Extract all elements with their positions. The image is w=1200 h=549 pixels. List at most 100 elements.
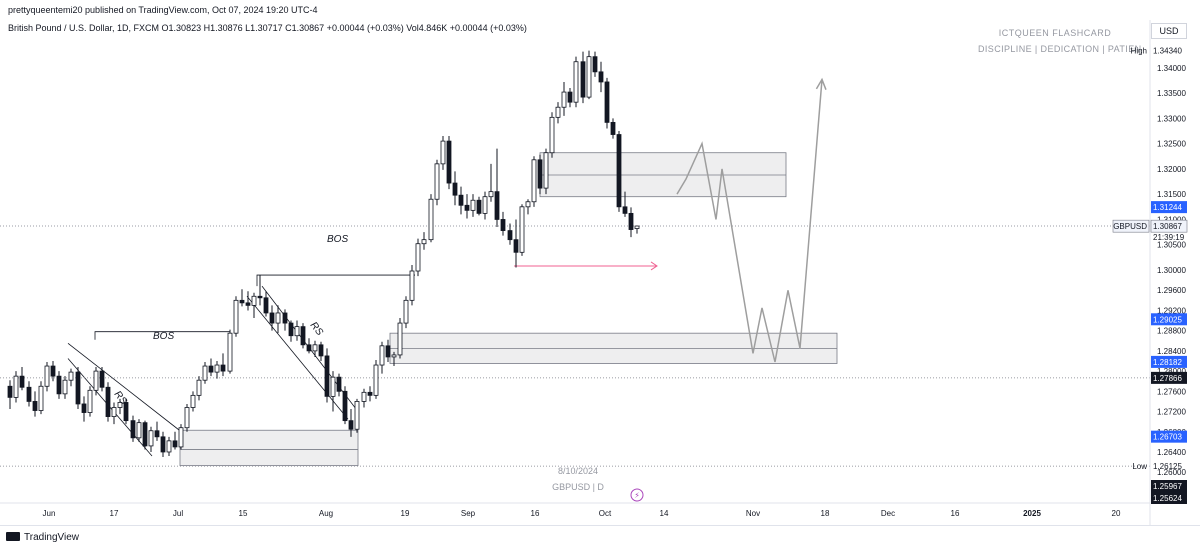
- candle: [428, 194, 434, 243]
- x-tick-label: Oct: [599, 509, 612, 518]
- price-tag-bg: [1151, 313, 1187, 326]
- price-chart[interactable]: BOS BOS RS RS ICTQUEEN FLASHCARD DISCIPL…: [0, 0, 1200, 525]
- currency-button[interactable]: USD: [1151, 23, 1187, 39]
- candle: [26, 381, 32, 407]
- candle: [324, 348, 330, 403]
- candle: [336, 373, 342, 397]
- bos-label-2: BOS: [327, 234, 348, 245]
- candle: [160, 431, 166, 458]
- projection-arrowhead: [815, 77, 827, 90]
- candle-body-up: [330, 376, 336, 397]
- candle-body-down: [513, 239, 519, 253]
- price-label: 1.34340 High: [1131, 47, 1183, 56]
- candle-body-up: [178, 427, 184, 448]
- candle-body-down: [610, 121, 616, 135]
- candle-body-down: [458, 194, 464, 206]
- candle: [586, 50, 592, 100]
- price-axis: 1.34000 1.33500 1.33000 1.32500 1.32000 1.315…: [1112, 20, 1188, 525]
- candle: [567, 88, 573, 108]
- candle: [342, 386, 348, 425]
- candle: [580, 51, 586, 104]
- x-tick-label: Nov: [746, 509, 760, 518]
- candle: [111, 402, 117, 425]
- price-tag-value: 1.31244: [1153, 203, 1182, 212]
- candle: [196, 376, 202, 401]
- candle-body-up: [421, 239, 427, 245]
- candle-body-down: [123, 402, 129, 422]
- candle-body-up: [561, 91, 567, 108]
- candle: [385, 339, 391, 362]
- candle-body-down: [385, 345, 391, 358]
- candle: [178, 424, 184, 450]
- price-tag-value: 1.26703: [1153, 433, 1182, 442]
- candle: [263, 291, 269, 317]
- candle-body-down: [50, 365, 56, 377]
- candle-body-up: [488, 191, 494, 198]
- candle-body-down: [220, 364, 226, 372]
- time-axis: Jun 17 Jul 15 Aug 19 Sep 16 Oct 14 Nov 18 Dec 16 2025 2…: [0, 502, 1150, 518]
- candle: [68, 368, 74, 387]
- candle: [148, 426, 154, 452]
- candle: [300, 323, 306, 349]
- candle: [494, 148, 500, 228]
- candle: [391, 351, 397, 367]
- candle-body-down: [282, 312, 288, 324]
- candle-body-down: [300, 326, 306, 346]
- candle: [32, 391, 38, 417]
- candle: [269, 305, 275, 331]
- candle: [361, 388, 367, 408]
- candle: [142, 420, 148, 450]
- price-tag-bg: [1151, 480, 1187, 492]
- candle: [610, 118, 616, 139]
- candle: [318, 341, 324, 361]
- lines-layer: [0, 77, 1150, 467]
- candle: [434, 159, 440, 206]
- candle: [440, 136, 446, 170]
- candle: [75, 367, 81, 410]
- candle: [93, 367, 99, 396]
- candles-layer: [7, 50, 640, 458]
- candle: [19, 367, 25, 391]
- price-label: 1.25967: [1151, 480, 1187, 492]
- y-tick-label: 1.29200: [1157, 306, 1186, 315]
- candle-body-up: [354, 401, 360, 430]
- candle-body-up: [117, 402, 123, 408]
- candle: [7, 380, 13, 410]
- lightning-icon[interactable]: [630, 488, 644, 502]
- candle: [62, 376, 68, 399]
- x-tick-label: Jul: [173, 509, 183, 518]
- tradingview-logo[interactable]: TradingView: [6, 532, 79, 543]
- candle-body-down: [616, 134, 622, 208]
- candle-body-up: [227, 332, 233, 372]
- y-tick-label: 1.34000: [1157, 64, 1186, 73]
- price-label: 1.26125 Low: [1132, 462, 1182, 471]
- candle-body-down: [342, 390, 348, 422]
- candle-body-up: [251, 295, 257, 306]
- x-tick-label: Dec: [881, 509, 895, 518]
- candle: [476, 196, 482, 216]
- candle: [507, 223, 513, 245]
- candle-body-down: [142, 422, 148, 447]
- price-tag-value: 1.34340: [1153, 47, 1182, 56]
- candle: [202, 362, 208, 384]
- candle-body-up: [361, 391, 367, 402]
- x-tick-label: Jun: [43, 509, 56, 518]
- candle: [573, 56, 579, 108]
- candle-body-down: [598, 71, 604, 83]
- watermark-date: 8/10/2024: [558, 466, 598, 476]
- candle-body-down: [306, 344, 312, 352]
- candle-body-down: [537, 159, 543, 189]
- target-arrowhead: [650, 261, 658, 271]
- candle: [330, 371, 336, 412]
- candle-body-up: [233, 299, 239, 334]
- candle-body-up: [573, 61, 579, 103]
- candle-body-up: [403, 299, 409, 324]
- price-label: 21:39:19: [1153, 233, 1185, 242]
- watermark-symbol: GBPUSD | D: [552, 482, 604, 492]
- price-tag-value: 1.28182: [1153, 358, 1182, 367]
- candle-body-up: [428, 198, 434, 241]
- bos-line: [94, 331, 230, 340]
- candle-body-up: [470, 199, 476, 211]
- candle: [604, 77, 610, 129]
- candle: [488, 163, 494, 202]
